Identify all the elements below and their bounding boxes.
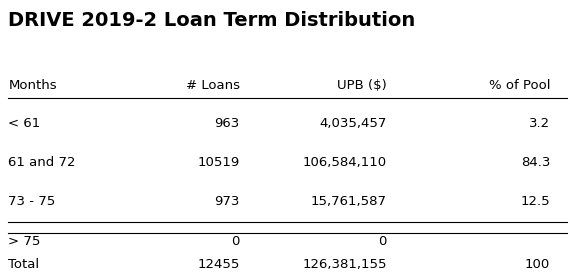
Text: > 75: > 75 [9, 235, 41, 248]
Text: 973: 973 [214, 195, 240, 208]
Text: # Loans: # Loans [186, 79, 240, 92]
Text: 15,761,587: 15,761,587 [311, 195, 386, 208]
Text: Total: Total [9, 258, 39, 271]
Text: 12455: 12455 [197, 258, 240, 271]
Text: UPB ($): UPB ($) [337, 79, 386, 92]
Text: 12.5: 12.5 [520, 195, 550, 208]
Text: 61 and 72: 61 and 72 [9, 156, 76, 169]
Text: 10519: 10519 [198, 156, 240, 169]
Text: 3.2: 3.2 [529, 117, 550, 130]
Text: 73 - 75: 73 - 75 [9, 195, 56, 208]
Text: 106,584,110: 106,584,110 [303, 156, 386, 169]
Text: 100: 100 [525, 258, 550, 271]
Text: 126,381,155: 126,381,155 [302, 258, 386, 271]
Text: 4,035,457: 4,035,457 [319, 117, 386, 130]
Text: 0: 0 [231, 235, 240, 248]
Text: % of Pool: % of Pool [489, 79, 550, 92]
Text: 963: 963 [214, 117, 240, 130]
Text: 84.3: 84.3 [521, 156, 550, 169]
Text: 0: 0 [378, 235, 386, 248]
Text: DRIVE 2019-2 Loan Term Distribution: DRIVE 2019-2 Loan Term Distribution [9, 11, 416, 30]
Text: < 61: < 61 [9, 117, 40, 130]
Text: Months: Months [9, 79, 57, 92]
